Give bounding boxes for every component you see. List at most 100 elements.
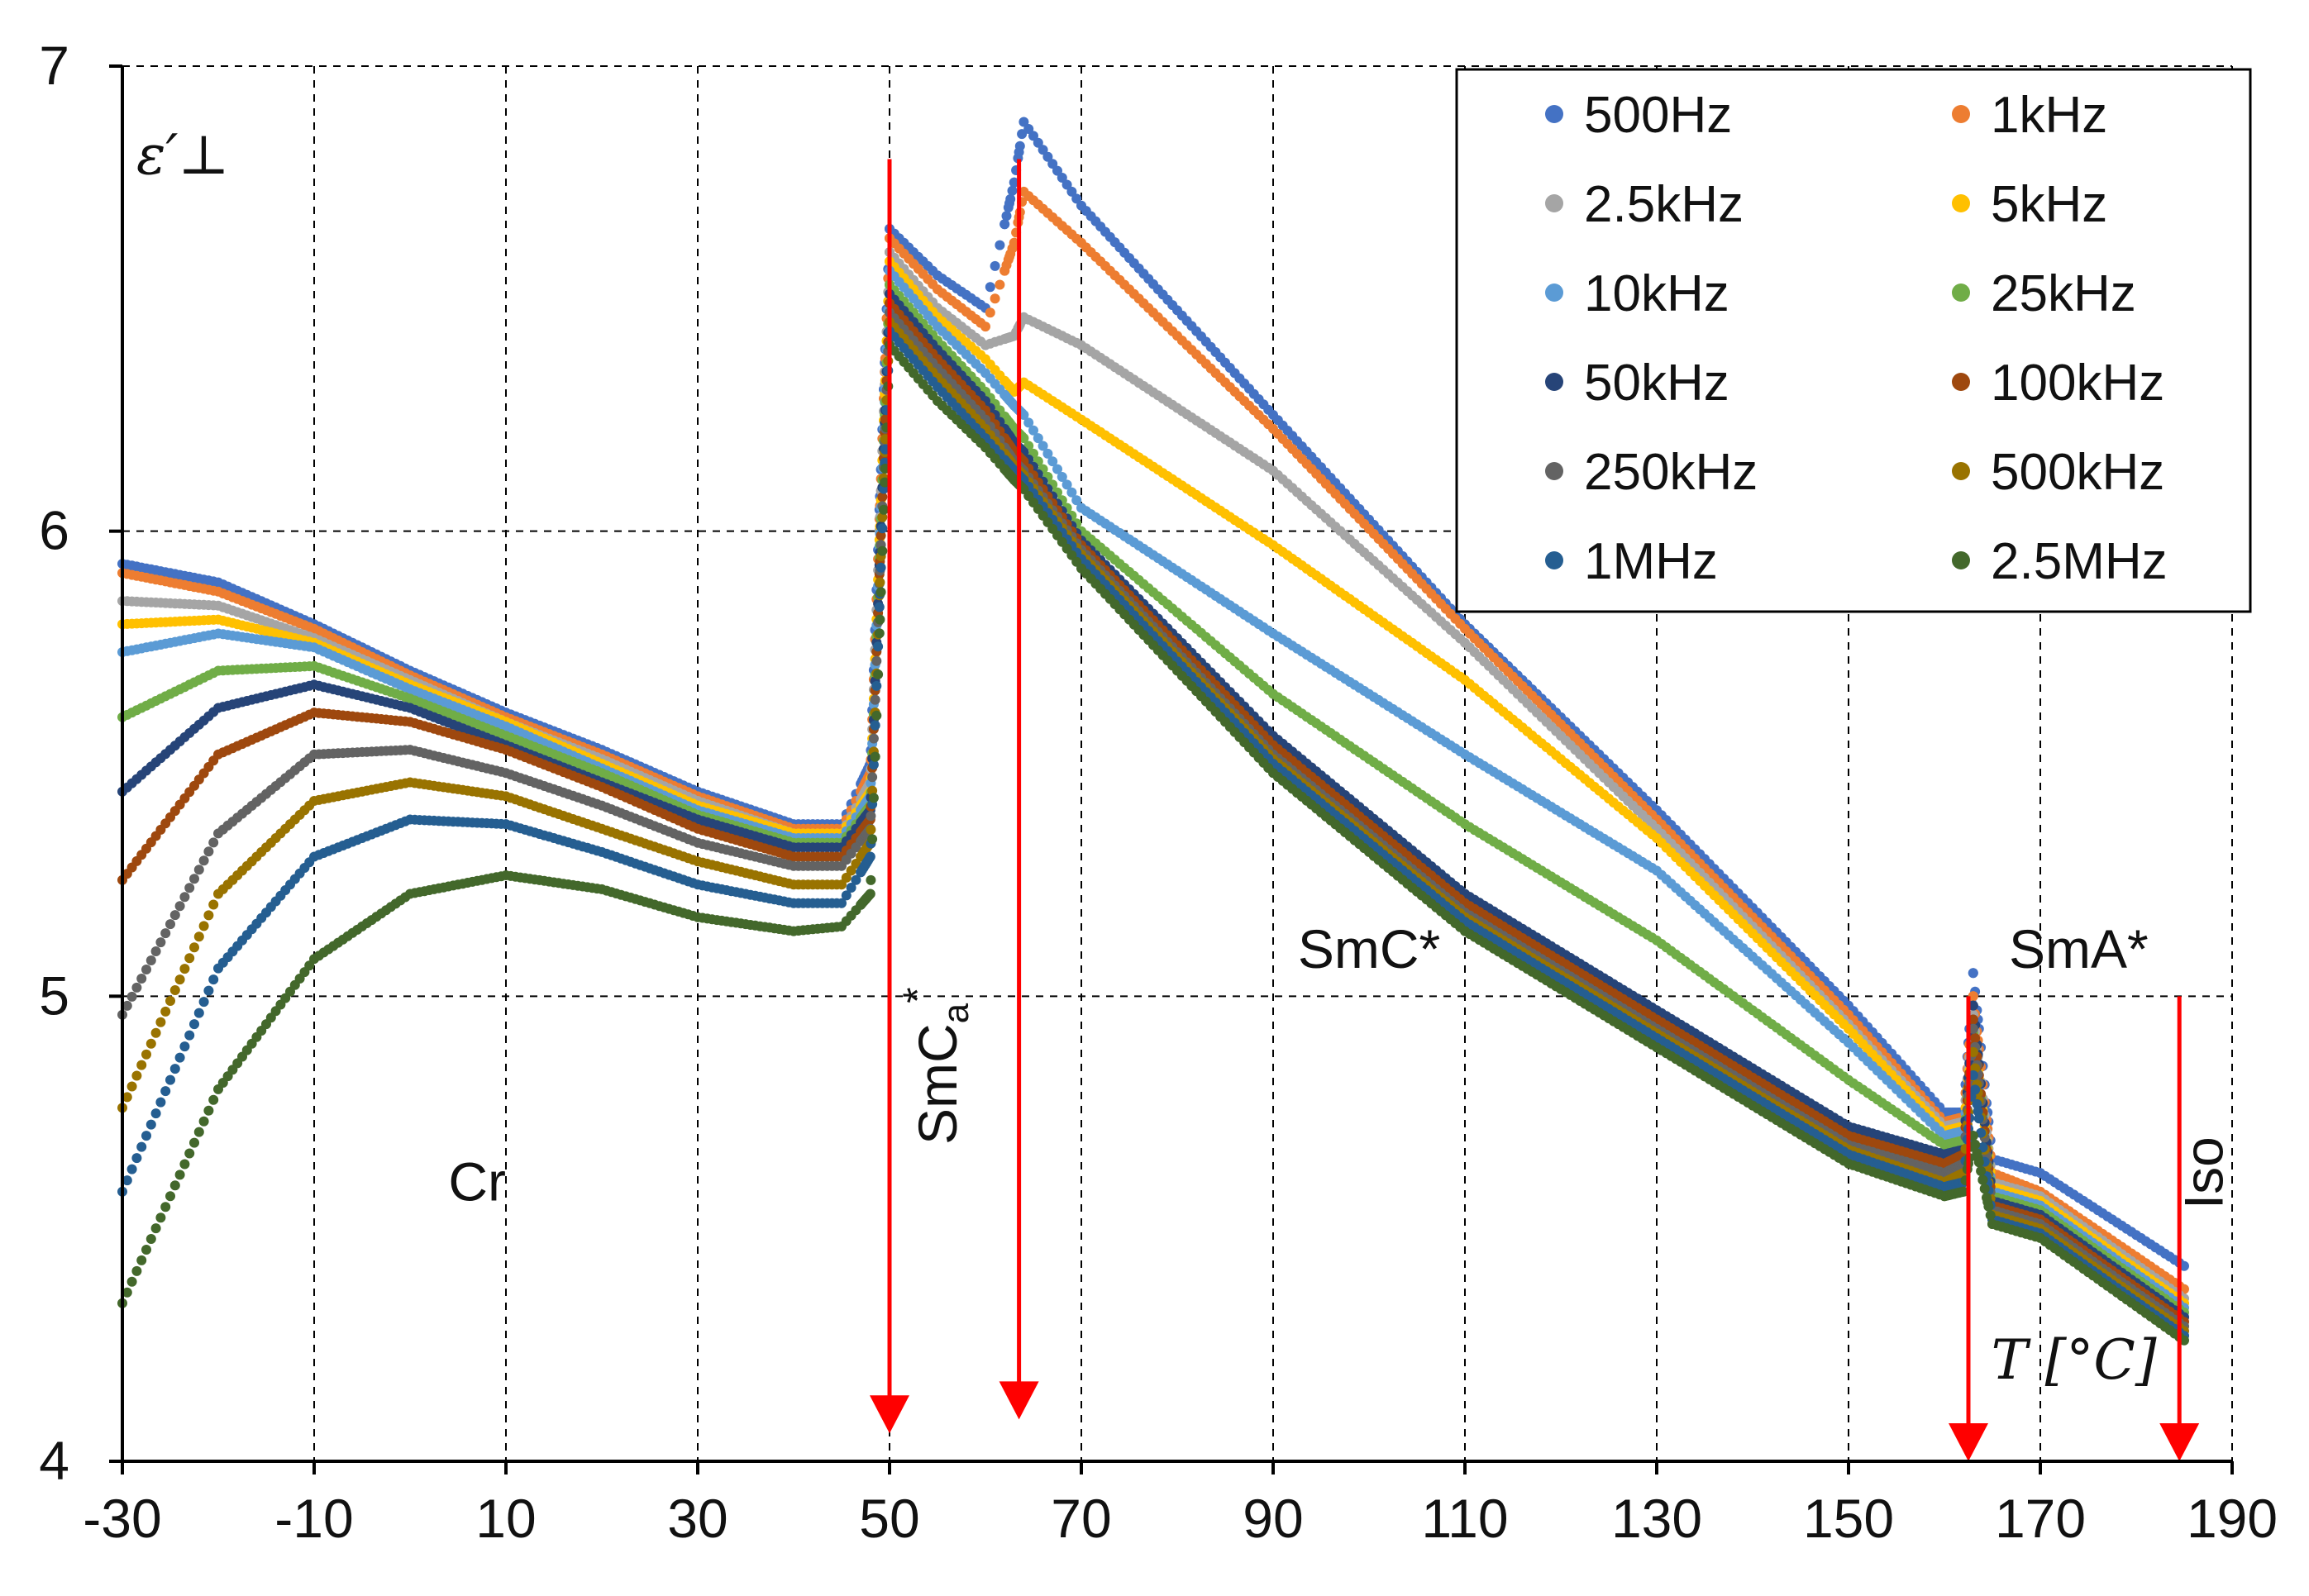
data-point bbox=[155, 1097, 166, 1108]
data-point bbox=[1005, 193, 1016, 204]
data-point bbox=[1019, 117, 1029, 127]
data-point bbox=[1019, 433, 1029, 444]
data-point bbox=[1042, 448, 1053, 459]
data-point bbox=[1071, 193, 1082, 204]
data-point bbox=[1061, 479, 1072, 490]
data-point bbox=[126, 1081, 137, 1092]
data-point bbox=[136, 1141, 147, 1152]
data-point bbox=[189, 942, 199, 953]
data-point bbox=[1968, 968, 1978, 979]
data-point bbox=[999, 219, 1010, 230]
data-point bbox=[208, 837, 219, 848]
data-point bbox=[179, 892, 190, 903]
data-point bbox=[165, 996, 175, 1006]
data-point bbox=[990, 260, 1000, 271]
data-point bbox=[160, 928, 171, 939]
data-point bbox=[141, 1131, 151, 1141]
data-point bbox=[208, 974, 219, 985]
data-point bbox=[203, 846, 214, 857]
data-point bbox=[179, 964, 190, 974]
data-point bbox=[193, 931, 204, 942]
data-point bbox=[1009, 177, 1019, 188]
data-point bbox=[165, 1074, 175, 1085]
data-point bbox=[871, 655, 882, 666]
data-point bbox=[995, 240, 1005, 250]
data-point bbox=[184, 1030, 195, 1041]
data-point bbox=[136, 974, 147, 984]
data-point bbox=[184, 953, 195, 964]
data-point bbox=[1033, 433, 1043, 444]
data-point bbox=[2179, 1260, 2189, 1271]
data-point bbox=[1028, 425, 1038, 436]
data-point bbox=[1968, 1000, 1978, 1011]
data-point bbox=[169, 910, 180, 921]
data-point bbox=[1970, 1033, 1981, 1043]
data-point bbox=[870, 694, 880, 705]
data-point bbox=[150, 1027, 161, 1038]
data-point bbox=[160, 1006, 171, 1017]
data-point bbox=[1019, 410, 1029, 420]
data-point bbox=[189, 1019, 199, 1030]
data-point bbox=[985, 282, 995, 293]
data-point bbox=[1038, 441, 1048, 451]
data-point bbox=[160, 1086, 171, 1097]
data-point bbox=[1052, 464, 1062, 474]
data-point bbox=[1052, 165, 1062, 176]
data-point bbox=[126, 1164, 137, 1174]
data-point bbox=[866, 811, 876, 822]
data-point bbox=[1066, 186, 1077, 197]
data-point bbox=[174, 974, 185, 985]
data-point bbox=[985, 307, 995, 318]
data-point bbox=[1042, 151, 1053, 162]
data-point bbox=[1009, 237, 1019, 248]
data-point bbox=[1066, 487, 1077, 498]
data-point bbox=[146, 1119, 156, 1130]
data-point bbox=[155, 1017, 166, 1027]
data-point bbox=[1007, 185, 1018, 196]
data-point bbox=[1057, 472, 1067, 482]
data-point bbox=[174, 1052, 185, 1063]
data-point bbox=[1968, 1014, 1978, 1025]
data-point bbox=[189, 874, 199, 884]
data-point bbox=[131, 982, 142, 993]
data-point bbox=[150, 1108, 161, 1119]
data-point bbox=[179, 1041, 190, 1052]
data-point bbox=[1968, 991, 1978, 1002]
data-point bbox=[131, 1070, 142, 1081]
data-point bbox=[877, 492, 888, 503]
data-point bbox=[174, 901, 185, 912]
data-point bbox=[165, 919, 175, 930]
data-point bbox=[169, 1064, 180, 1074]
data-point bbox=[193, 865, 204, 875]
data-point bbox=[995, 279, 1005, 290]
data-point bbox=[1071, 495, 1082, 506]
data-point bbox=[875, 577, 885, 588]
data-point bbox=[203, 910, 214, 921]
data-point bbox=[141, 1049, 151, 1060]
data-point bbox=[1047, 159, 1058, 169]
data-series bbox=[117, 117, 2189, 1346]
data-point bbox=[198, 921, 209, 931]
data-point bbox=[198, 997, 209, 1008]
data-point bbox=[1038, 145, 1048, 155]
data-point bbox=[193, 1008, 204, 1018]
data-point bbox=[122, 1000, 132, 1011]
data-point bbox=[868, 733, 879, 744]
data-point bbox=[198, 855, 209, 866]
data-point bbox=[980, 322, 990, 332]
data-point bbox=[1001, 211, 1012, 222]
data-point bbox=[126, 991, 137, 1002]
data-point bbox=[146, 955, 156, 965]
data-point bbox=[1057, 173, 1067, 183]
data-point bbox=[169, 985, 180, 995]
data-point bbox=[866, 824, 876, 835]
data-point bbox=[990, 293, 1000, 304]
data-point bbox=[136, 1060, 147, 1070]
data-point bbox=[1061, 179, 1072, 190]
data-point bbox=[203, 985, 214, 996]
data-point bbox=[208, 899, 219, 910]
data-point bbox=[1023, 417, 1034, 428]
data-point bbox=[1014, 141, 1025, 151]
data-point bbox=[1023, 124, 1034, 134]
data-point bbox=[1047, 456, 1058, 467]
